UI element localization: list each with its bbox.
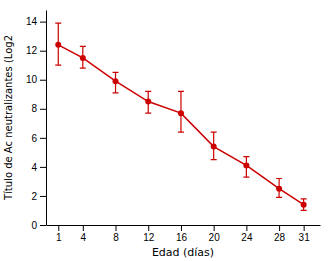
y-tick-label: 10 — [26, 74, 38, 85]
x-tick-mark — [214, 225, 215, 231]
x-tick-mark — [304, 225, 305, 231]
y-tick: 0 — [31, 220, 46, 231]
x-tick-label: 1 — [56, 232, 62, 243]
marks — [55, 23, 306, 210]
plot-area: 14812162024283102468101214 — [26, 11, 321, 244]
error-bar — [243, 157, 249, 177]
y-tick-label: 0 — [31, 220, 37, 231]
y-tick-label: 8 — [31, 103, 37, 114]
y-tick-label: 2 — [31, 191, 37, 202]
x-tick-label: 31 — [299, 232, 311, 243]
y-tick-label: 12 — [26, 45, 38, 56]
point — [55, 42, 61, 48]
error-bar — [276, 179, 282, 198]
x-tick-mark — [116, 225, 117, 231]
x-tick-mark — [148, 225, 149, 231]
x-tick: 24 — [241, 225, 253, 243]
x-tick: 4 — [81, 225, 87, 243]
point — [243, 162, 249, 168]
y-tick-mark — [40, 51, 46, 52]
error-bar — [145, 91, 151, 113]
y-tick: 2 — [31, 191, 46, 202]
point — [80, 55, 86, 61]
error-bar — [113, 72, 119, 92]
x-tick-mark — [83, 225, 84, 231]
y-tick-label: 14 — [26, 16, 38, 27]
y-tick: 14 — [26, 16, 46, 27]
x-tick: 12 — [143, 225, 155, 243]
y-tick: 12 — [26, 45, 46, 56]
error-bar — [301, 199, 307, 211]
error-bar — [178, 91, 184, 132]
x-tick-mark — [279, 225, 280, 231]
line — [58, 45, 303, 205]
x-tick: 28 — [274, 225, 286, 243]
x-tick: 1 — [56, 225, 62, 243]
y-tick: 6 — [31, 133, 46, 144]
y-tick: 10 — [26, 74, 46, 85]
y-tick-mark — [40, 196, 46, 197]
x-tick-label: 20 — [209, 232, 221, 243]
y-axis: 0 2 4 6 8 10 12 14 — [26, 11, 47, 231]
error-bar — [55, 23, 61, 65]
point — [211, 144, 217, 150]
x-tick-mark — [58, 225, 59, 231]
y-tick-mark — [40, 225, 46, 226]
x-tick: 31 — [299, 225, 311, 243]
x-tick-label: 12 — [143, 232, 155, 243]
error-bar — [211, 132, 217, 160]
y-tick-mark — [40, 167, 46, 168]
error-bar — [80, 46, 86, 68]
x-tick-label: 28 — [274, 232, 286, 243]
y-tick-mark — [40, 109, 46, 110]
point — [178, 110, 184, 116]
y-tick-label: 4 — [31, 162, 37, 173]
y-tick: 4 — [31, 162, 46, 173]
x-tick: 16 — [176, 225, 188, 243]
x-tick-label: 8 — [113, 232, 119, 243]
y-axis-line — [46, 11, 47, 226]
x-tick-label: 4 — [81, 232, 87, 243]
y-tick: 8 — [31, 103, 46, 114]
x-tick: 20 — [209, 225, 221, 243]
point — [276, 186, 282, 192]
point — [301, 202, 307, 208]
y-tick-mark — [40, 80, 46, 81]
y-tick-mark — [40, 22, 46, 23]
y-tick-mark — [40, 138, 46, 139]
x-tick-label: 16 — [176, 232, 188, 243]
x-axis: 1 4 8 12 16 20 24 28 31 — [47, 225, 321, 243]
y-axis-title: Título de Ac neutralizantes (Log2 — [3, 35, 14, 201]
x-tick-mark — [181, 225, 182, 231]
y-tick-label: 6 — [31, 133, 37, 144]
point — [113, 78, 119, 84]
x-tick: 8 — [113, 225, 119, 243]
point — [145, 99, 151, 105]
chart: 14812162024283102468101214Edad (días)Tít… — [0, 0, 332, 261]
x-tick-label: 24 — [241, 232, 253, 243]
x-tick-mark — [246, 225, 247, 231]
x-axis-title: Edad (días) — [152, 246, 214, 259]
